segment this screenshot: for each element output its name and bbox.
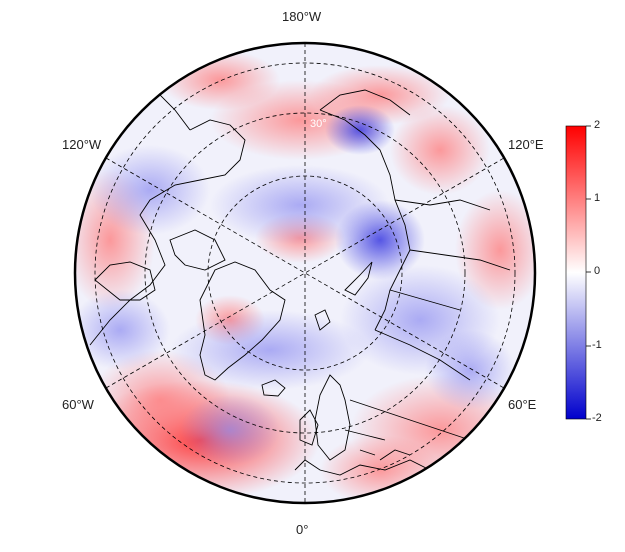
svalbard-coast [314, 309, 331, 331]
graticule [94, 43, 516, 503]
chukotka-coast [319, 89, 411, 116]
north-america-coast [89, 119, 246, 346]
iceland-coast [261, 379, 286, 397]
longitude-label-60e: 60°E [508, 397, 537, 412]
latitude-circle-middle [144, 112, 466, 434]
inner-circle-label: 30° [310, 118, 327, 130]
scandinavia-coast [314, 374, 351, 461]
asia-borders [349, 199, 511, 441]
colorbar-ticks [586, 125, 591, 420]
hudson-bay-coast [94, 261, 156, 301]
latitude-circle-outer [94, 62, 516, 484]
colorbar-label-minus-2: -2 [592, 412, 602, 424]
uk-coast [299, 409, 319, 446]
greenland-coast [199, 261, 286, 381]
longitude-label-60w: 60°W [62, 397, 94, 412]
coastlines [89, 79, 511, 476]
colorbar [565, 125, 587, 420]
colorbar-label-2: 2 [594, 119, 601, 131]
colorbar-label-0: 0 [594, 265, 601, 277]
longitude-label-180w: 180°W [282, 9, 322, 24]
europe-coast [294, 459, 451, 476]
novaya-zemlya-coast [344, 261, 373, 296]
longitude-label-0: 0° [296, 522, 309, 537]
map-boundary [73, 41, 537, 505]
canadian-archipelago-coast [169, 229, 226, 271]
anomaly-field [75, 43, 535, 503]
siberia-coast [319, 109, 411, 331]
colorbar-label-1: 1 [594, 192, 601, 204]
colorbar-label-minus-1: -1 [592, 339, 602, 351]
europe-borders [344, 429, 411, 461]
longitude-label-120w: 120°W [62, 137, 102, 152]
longitude-label-120e: 120°E [508, 137, 544, 152]
